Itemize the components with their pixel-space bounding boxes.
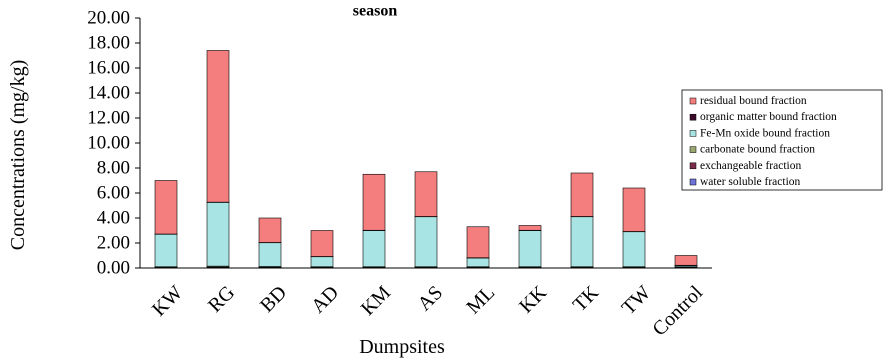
y-axis-ticks: 0.00 2.00 4.00 6.00 8.00 10.00 12.00 14.00 16.00… [87,8,140,279]
x-category-label: TW [618,282,656,320]
bar-segment [207,202,229,266]
legend-label: Fe-Mn oxide bound fraction [700,127,830,139]
bar-stack [363,174,385,268]
x-category-label: ML [462,282,499,319]
x-category-label: AS [414,282,448,316]
bar-stack [467,227,489,268]
x-category-label: AD [307,282,343,318]
y-tick-label: 18.00 [87,33,130,54]
legend-label: organic matter bound fraction [700,111,837,123]
bar-stack [155,181,177,269]
bar-segment [259,243,281,267]
bar-stack [571,173,593,268]
bar-segment [311,231,333,257]
y-tick-label: 14.00 [87,83,130,104]
bar-stack [311,231,333,269]
bar-segment [311,257,333,267]
bar-stack [623,188,645,268]
y-tick-label: 12.00 [87,108,130,129]
x-category-label: KK [515,281,551,317]
legend: residual bound fraction organic matter bo… [682,90,882,190]
x-category-label: KM [357,281,395,319]
bar-segment [675,256,697,266]
legend-swatch [690,98,696,104]
legend-swatch [690,130,696,136]
bar-segment [259,218,281,243]
x-category-label: KW [148,282,187,321]
bar-stack [259,218,281,268]
legend-label: residual bound fraction [700,95,807,107]
legend-label: carbonate bound fraction [700,144,815,156]
bar-stack [519,226,541,269]
bar-segment [467,227,489,258]
bar-stack [207,51,229,269]
bar-segment [207,51,229,203]
legend-swatch [690,147,696,153]
x-category-label: Control [648,281,707,340]
y-tick-label: 16.00 [87,58,130,79]
x-category-label: TK [569,281,604,316]
bar-stack [675,256,697,269]
y-tick-label: 2.00 [97,233,130,254]
bar-segment [623,188,645,232]
legend-label: water soluble fraction [700,176,801,188]
bar-segment [363,231,385,267]
legend-swatch [690,114,696,120]
bar-segment [519,226,541,231]
bar-segment [571,217,593,267]
y-axis-title: Concentrations (mg/kg) [7,60,29,251]
x-category-label: RG [204,282,239,317]
legend-swatch [690,163,696,169]
bar-segment [623,232,645,267]
y-tick-label: 0.00 [97,258,130,279]
bar-segment [519,231,541,267]
x-category-label: BD [256,282,291,317]
y-tick-label: 6.00 [97,183,130,204]
bar-segment [363,174,385,230]
bar-segment [571,173,593,217]
y-tick-label: 20.00 [87,8,130,29]
legend-swatch [690,179,696,185]
bar-segment [415,217,437,267]
y-tick-label: 8.00 [97,158,130,179]
bar-stack [415,172,437,268]
bar-segment [467,258,489,267]
y-tick-label: 4.00 [97,208,130,229]
bar-segment [155,234,177,267]
bar-segment [155,181,177,235]
chart-title: season [353,2,398,19]
legend-label: exchangeable fraction [700,160,801,172]
y-tick-label: 10.00 [87,133,130,154]
bar-segment [415,172,437,217]
x-axis-title: Dumpsites [359,336,445,358]
bars [155,51,697,269]
